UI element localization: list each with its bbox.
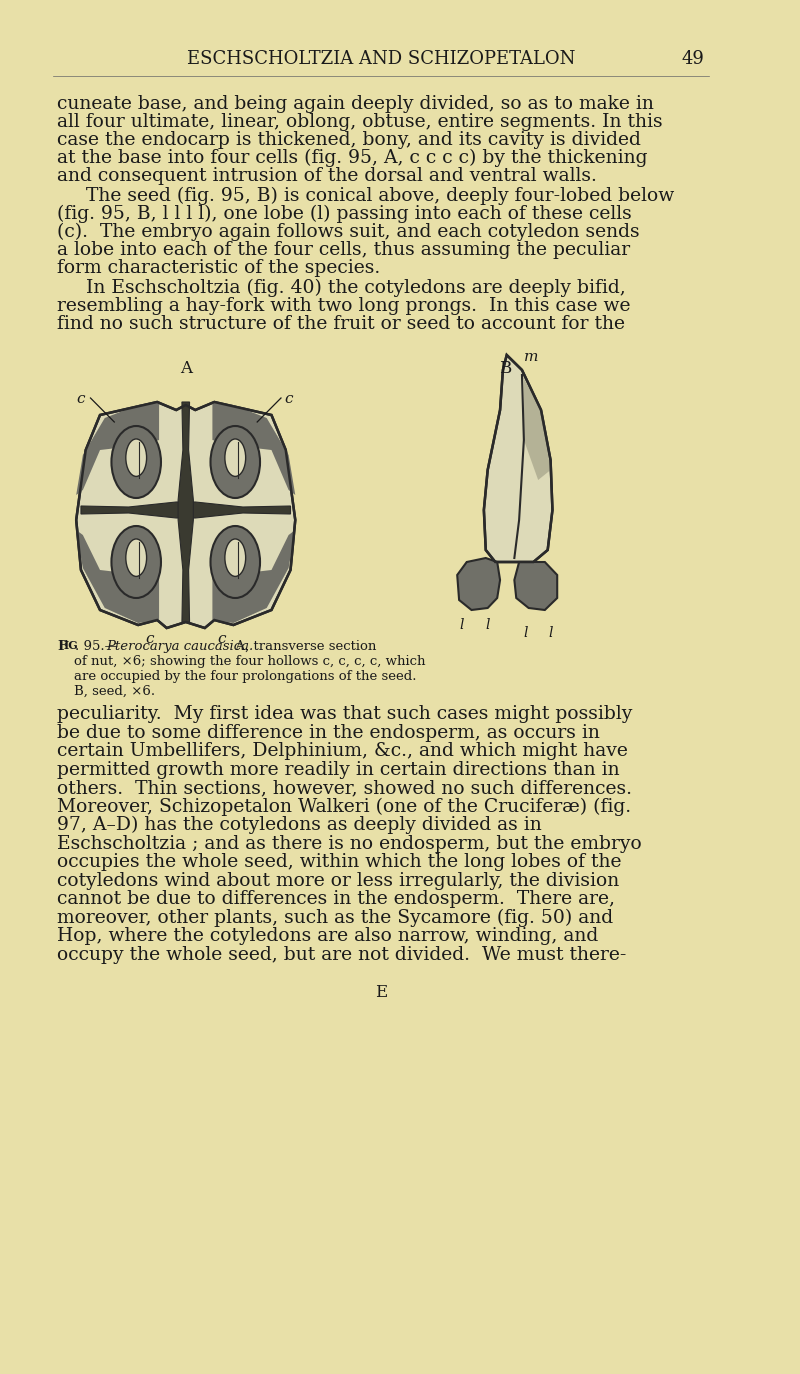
Text: certain Umbellifers, Delphinium, &c., and which might have: certain Umbellifers, Delphinium, &c., an…: [57, 742, 628, 760]
Text: case the endocarp is thickened, bony, and its cavity is divided: case the endocarp is thickened, bony, an…: [57, 131, 641, 148]
Text: m: m: [524, 350, 538, 364]
Text: Eschscholtzia ; and as there is no endosperm, but the embryo: Eschscholtzia ; and as there is no endos…: [57, 834, 642, 852]
Text: A: A: [180, 360, 192, 376]
Text: find no such structure of the fruit or seed to account for the: find no such structure of the fruit or s…: [57, 315, 625, 333]
Text: 49: 49: [682, 49, 705, 67]
Ellipse shape: [111, 526, 161, 598]
Text: moreover, other plants, such as the Sycamore (fig. 50) and: moreover, other plants, such as the Syca…: [57, 908, 614, 926]
Ellipse shape: [225, 539, 246, 577]
Text: cannot be due to differences in the endosperm.  There are,: cannot be due to differences in the endo…: [57, 890, 615, 908]
Text: and consequent intrusion of the dorsal and ventral walls.: and consequent intrusion of the dorsal a…: [57, 168, 597, 185]
Text: occupy the whole seed, but are not divided.  We must there-: occupy the whole seed, but are not divid…: [57, 945, 626, 963]
Text: c: c: [77, 392, 86, 405]
Text: 97, A–D) has the cotyledons as deeply divided as in: 97, A–D) has the cotyledons as deeply di…: [57, 816, 542, 834]
Text: all four ultimate, linear, oblong, obtuse, entire segments. In this: all four ultimate, linear, oblong, obtus…: [57, 113, 662, 131]
Text: c: c: [284, 392, 293, 405]
Text: A, transverse section: A, transverse section: [226, 640, 376, 653]
Ellipse shape: [210, 526, 260, 598]
Polygon shape: [76, 403, 159, 495]
Text: l: l: [460, 618, 464, 632]
Ellipse shape: [111, 426, 161, 497]
Text: others.  Thin sections, however, showed no such differences.: others. Thin sections, however, showed n…: [57, 779, 632, 797]
Polygon shape: [458, 558, 500, 610]
Ellipse shape: [126, 438, 146, 477]
Text: a lobe into each of the four cells, thus assuming the peculiar: a lobe into each of the four cells, thus…: [57, 240, 630, 260]
Text: form characteristic of the species.: form characteristic of the species.: [57, 260, 381, 278]
Text: c: c: [146, 632, 154, 646]
Text: Moreover, Schizopetalon Walkeri (one of the Cruciferæ) (fig.: Moreover, Schizopetalon Walkeri (one of …: [57, 797, 631, 816]
Polygon shape: [178, 403, 194, 622]
Text: The seed (fig. 95, B) is conical above, deeply four-lobed below: The seed (fig. 95, B) is conical above, …: [86, 187, 674, 205]
Text: occupies the whole seed, within which the long lobes of the: occupies the whole seed, within which th…: [57, 853, 622, 871]
Text: In Eschscholtzia (fig. 40) the cotyledons are deeply bifid,: In Eschscholtzia (fig. 40) the cotyledon…: [86, 279, 626, 297]
Text: Pterocarya caucasica.: Pterocarya caucasica.: [106, 640, 254, 653]
Polygon shape: [81, 502, 290, 518]
Text: B, seed, ×6.: B, seed, ×6.: [74, 686, 155, 698]
Text: E: E: [375, 984, 387, 1002]
Text: l: l: [548, 627, 553, 640]
Polygon shape: [76, 530, 159, 622]
Text: c: c: [218, 632, 226, 646]
Polygon shape: [522, 375, 550, 480]
Ellipse shape: [225, 438, 246, 477]
Polygon shape: [76, 403, 295, 628]
Text: permitted growth more readily in certain directions than in: permitted growth more readily in certain…: [57, 760, 620, 779]
Text: of nut, ×6; showing the four hollows c, c, c, c, which: of nut, ×6; showing the four hollows c, …: [74, 655, 426, 668]
Text: cuneate base, and being again deeply divided, so as to make in: cuneate base, and being again deeply div…: [57, 95, 654, 113]
Text: are occupied by the four prolongations of the seed.: are occupied by the four prolongations o…: [74, 671, 417, 683]
Text: B: B: [498, 360, 511, 376]
Text: resembling a hay-fork with two long prongs.  In this case we: resembling a hay-fork with two long pron…: [57, 297, 630, 315]
Text: cotyledons wind about more or less irregularly, the division: cotyledons wind about more or less irreg…: [57, 871, 619, 889]
Text: (c).  The embryo again follows suit, and each cotyledon sends: (c). The embryo again follows suit, and …: [57, 223, 640, 242]
Text: . 95.—: . 95.—: [75, 640, 118, 653]
Text: be due to some difference in the endosperm, as occurs in: be due to some difference in the endospe…: [57, 724, 600, 742]
Text: l: l: [486, 618, 490, 632]
Text: IG: IG: [64, 640, 78, 651]
Text: Hop, where the cotyledons are also narrow, winding, and: Hop, where the cotyledons are also narro…: [57, 927, 598, 945]
Ellipse shape: [210, 426, 260, 497]
Text: F: F: [57, 640, 66, 653]
Ellipse shape: [126, 539, 146, 577]
Text: l: l: [523, 627, 528, 640]
Polygon shape: [213, 530, 295, 622]
Polygon shape: [484, 354, 553, 562]
Polygon shape: [514, 562, 558, 610]
Text: peculiarity.  My first idea was that such cases might possibly: peculiarity. My first idea was that such…: [57, 705, 633, 723]
Text: at the base into four cells (fig. 95, A, c c c c) by the thickening: at the base into four cells (fig. 95, A,…: [57, 148, 648, 168]
Text: (fig. 95, B, l l l l), one lobe (l) passing into each of these cells: (fig. 95, B, l l l l), one lobe (l) pass…: [57, 205, 632, 223]
Polygon shape: [213, 403, 295, 495]
Text: ESCHSCHOLTZIA AND SCHIZOPETALON: ESCHSCHOLTZIA AND SCHIZOPETALON: [187, 49, 575, 67]
